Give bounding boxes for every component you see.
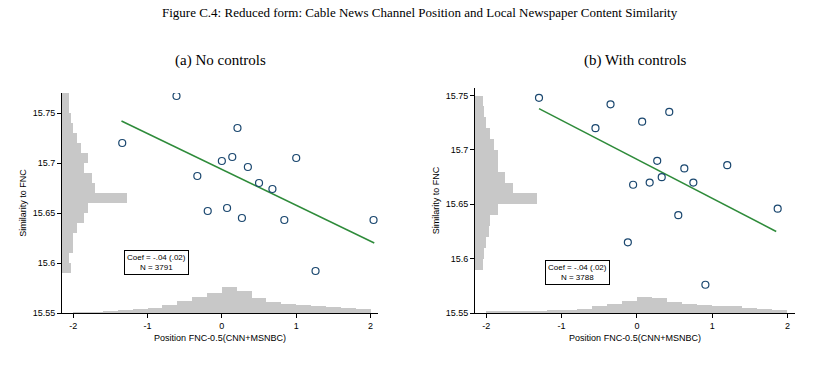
- svg-text:Position FNC-0.5(CNN+MSNBC): Position FNC-0.5(CNN+MSNBC): [569, 333, 701, 343]
- svg-text:Similarity to FNC: Similarity to FNC: [18, 169, 28, 237]
- svg-text:Similarity to FNC: Similarity to FNC: [431, 166, 441, 234]
- svg-text:15.75: 15.75: [446, 91, 469, 101]
- svg-text:-1: -1: [144, 321, 152, 331]
- svg-text:15.65: 15.65: [446, 199, 469, 209]
- svg-text:15.55: 15.55: [446, 308, 469, 318]
- svg-text:Figure C.4: Reduced form: Cabl: Figure C.4: Reduced form: Cable News Cha…: [162, 5, 678, 20]
- svg-text:1: 1: [294, 321, 299, 331]
- svg-text:-1: -1: [558, 321, 566, 331]
- svg-text:-2: -2: [69, 321, 77, 331]
- svg-text:(b) With controls: (b) With controls: [584, 52, 687, 69]
- svg-text:1: 1: [710, 321, 715, 331]
- svg-text:15.7: 15.7: [38, 158, 56, 168]
- svg-text:Position FNC-0.5(CNN+MSNBC): Position FNC-0.5(CNN+MSNBC): [154, 333, 286, 343]
- svg-text:15.55: 15.55: [33, 308, 56, 318]
- svg-text:(a) No controls: (a) No controls: [175, 52, 266, 69]
- svg-text:15.6: 15.6: [451, 254, 469, 264]
- svg-text:15.65: 15.65: [33, 208, 56, 218]
- svg-text:Coef = -.04 (.02)N = 3791: Coef = -.04 (.02)N = 3791: [127, 253, 186, 272]
- svg-text:-2: -2: [482, 321, 490, 331]
- svg-text:15.7: 15.7: [451, 145, 469, 155]
- svg-text:2: 2: [368, 321, 373, 331]
- svg-text:0: 0: [219, 321, 224, 331]
- svg-text:15.6: 15.6: [38, 258, 56, 268]
- svg-text:Coef = -.04 (.02)N = 3788: Coef = -.04 (.02)N = 3788: [548, 263, 607, 282]
- svg-text:0: 0: [634, 321, 639, 331]
- svg-text:15.75: 15.75: [33, 108, 56, 118]
- svg-text:2: 2: [785, 321, 790, 331]
